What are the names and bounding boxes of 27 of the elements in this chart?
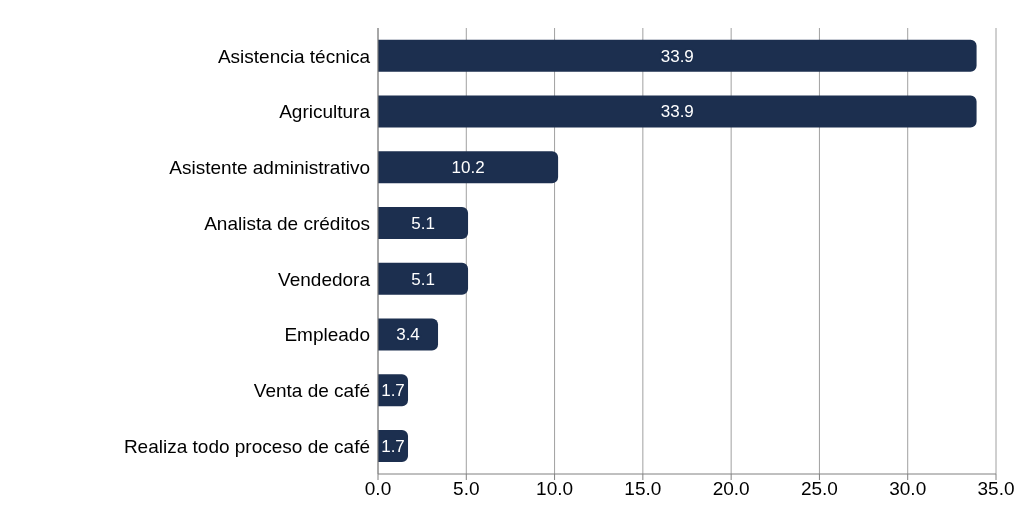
x-tick-label: 35.0 <box>977 478 1015 500</box>
bar <box>378 39 977 72</box>
y-tick-label: Asistente administrativo <box>169 157 370 179</box>
x-tick-label: 30.0 <box>889 478 927 500</box>
data-label: 5.1 <box>411 269 435 289</box>
data-label: 10.2 <box>451 158 485 178</box>
data-label: 33.9 <box>660 46 694 66</box>
y-tick-label: Agricultura <box>279 101 371 123</box>
y-tick-label: Analista de créditos <box>204 212 370 234</box>
data-label: 33.9 <box>660 102 694 122</box>
x-tick-label: 10.0 <box>536 478 574 500</box>
data-label: 1.7 <box>381 436 405 456</box>
x-tick-label: 20.0 <box>712 478 750 500</box>
y-tick-label: Empleado <box>284 324 370 346</box>
x-tick-label: 0.0 <box>364 478 392 500</box>
data-label: 1.7 <box>381 381 405 401</box>
x-tick-label: 25.0 <box>800 478 838 500</box>
y-tick-label: Asistencia técnica <box>217 45 371 67</box>
y-tick-label: Vendedora <box>278 268 371 290</box>
data-label: 3.4 <box>396 325 420 345</box>
y-tick-label: Venta de café <box>253 380 370 402</box>
bar <box>378 151 559 184</box>
x-tick-label: 5.0 <box>453 478 480 500</box>
y-tick-label: Realiza todo proceso de café <box>123 435 370 457</box>
x-tick-label: 15.0 <box>624 478 662 500</box>
data-label: 5.1 <box>411 213 435 233</box>
bar <box>378 95 977 128</box>
